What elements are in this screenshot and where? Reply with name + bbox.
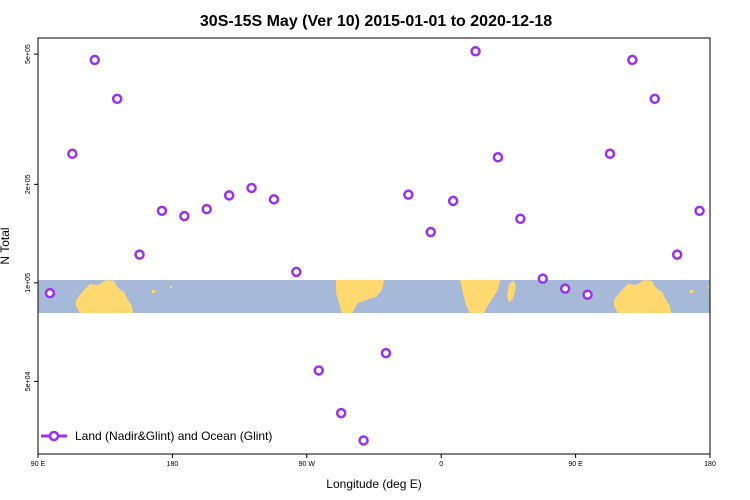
land-masses [76,280,710,313]
data-point [67,148,78,160]
data-point [111,93,123,105]
land-island [690,290,693,293]
y-axis: 5e+04 1e+05 2e+05 5e+05 [25,44,38,391]
data-point [447,195,459,207]
data-point [671,249,683,260]
y-tick-label: 2e+05 [25,174,32,194]
data-point [649,93,660,105]
legend: Land (Nadir&Glint) and Ocean (Glint) [41,429,272,443]
y-tick-label: 1e+05 [25,273,32,293]
data-point [582,289,593,300]
data-point [358,435,369,446]
land-island [152,290,155,293]
data-point [559,283,571,294]
data-point [223,190,235,201]
data-point [291,266,302,278]
data-point [403,189,414,200]
data-point [694,205,705,217]
x-tick-label: 0 [439,461,443,468]
data-point [425,226,436,238]
x-tick-label: 90 E [568,461,583,468]
land-australia-repeat [614,280,671,313]
legend-label: Land (Nadir&Glint) and Ocean (Glint) [75,429,272,443]
data-point [44,287,56,299]
data-point [89,54,100,66]
land-australia [76,280,133,313]
data-point [201,203,212,215]
data-point [604,148,616,160]
land-south-america [336,280,384,313]
land-africa [460,280,500,313]
y-tick-label: 5e+05 [25,44,32,64]
data-point [268,194,280,205]
land-madagascar [507,280,516,302]
data-point [335,407,347,419]
y-tick-label: 5e+04 [25,371,32,391]
x-tick-label: 180 [704,461,716,468]
data-point [134,249,145,260]
data-point [470,46,481,57]
x-tick-label: 180 [167,461,179,468]
data-point [515,213,526,225]
data-point [313,365,324,376]
data-point [537,273,548,284]
x-axis: 90 E 180 90 W 0 90 E 180 [31,454,716,468]
chart-title: 30S-15S May (Ver 10) 2015-01-01 to 2020-… [200,13,552,30]
plot-frame [37,37,711,455]
data-point [179,210,190,222]
land-island [708,286,710,288]
data-point [246,182,257,194]
x-tick-label: 90 E [31,461,46,468]
legend-marker [48,430,60,442]
data-point [380,347,392,359]
land-island [170,286,172,288]
x-tick-label: 90 W [299,461,316,468]
x-axis-label: Longitude (deg E) [326,477,421,491]
y-axis-label: N Total [0,227,12,264]
map-strip [38,280,710,313]
data-point [627,54,638,66]
data-points [44,46,705,446]
data-point [156,205,168,217]
data-point [492,152,504,163]
